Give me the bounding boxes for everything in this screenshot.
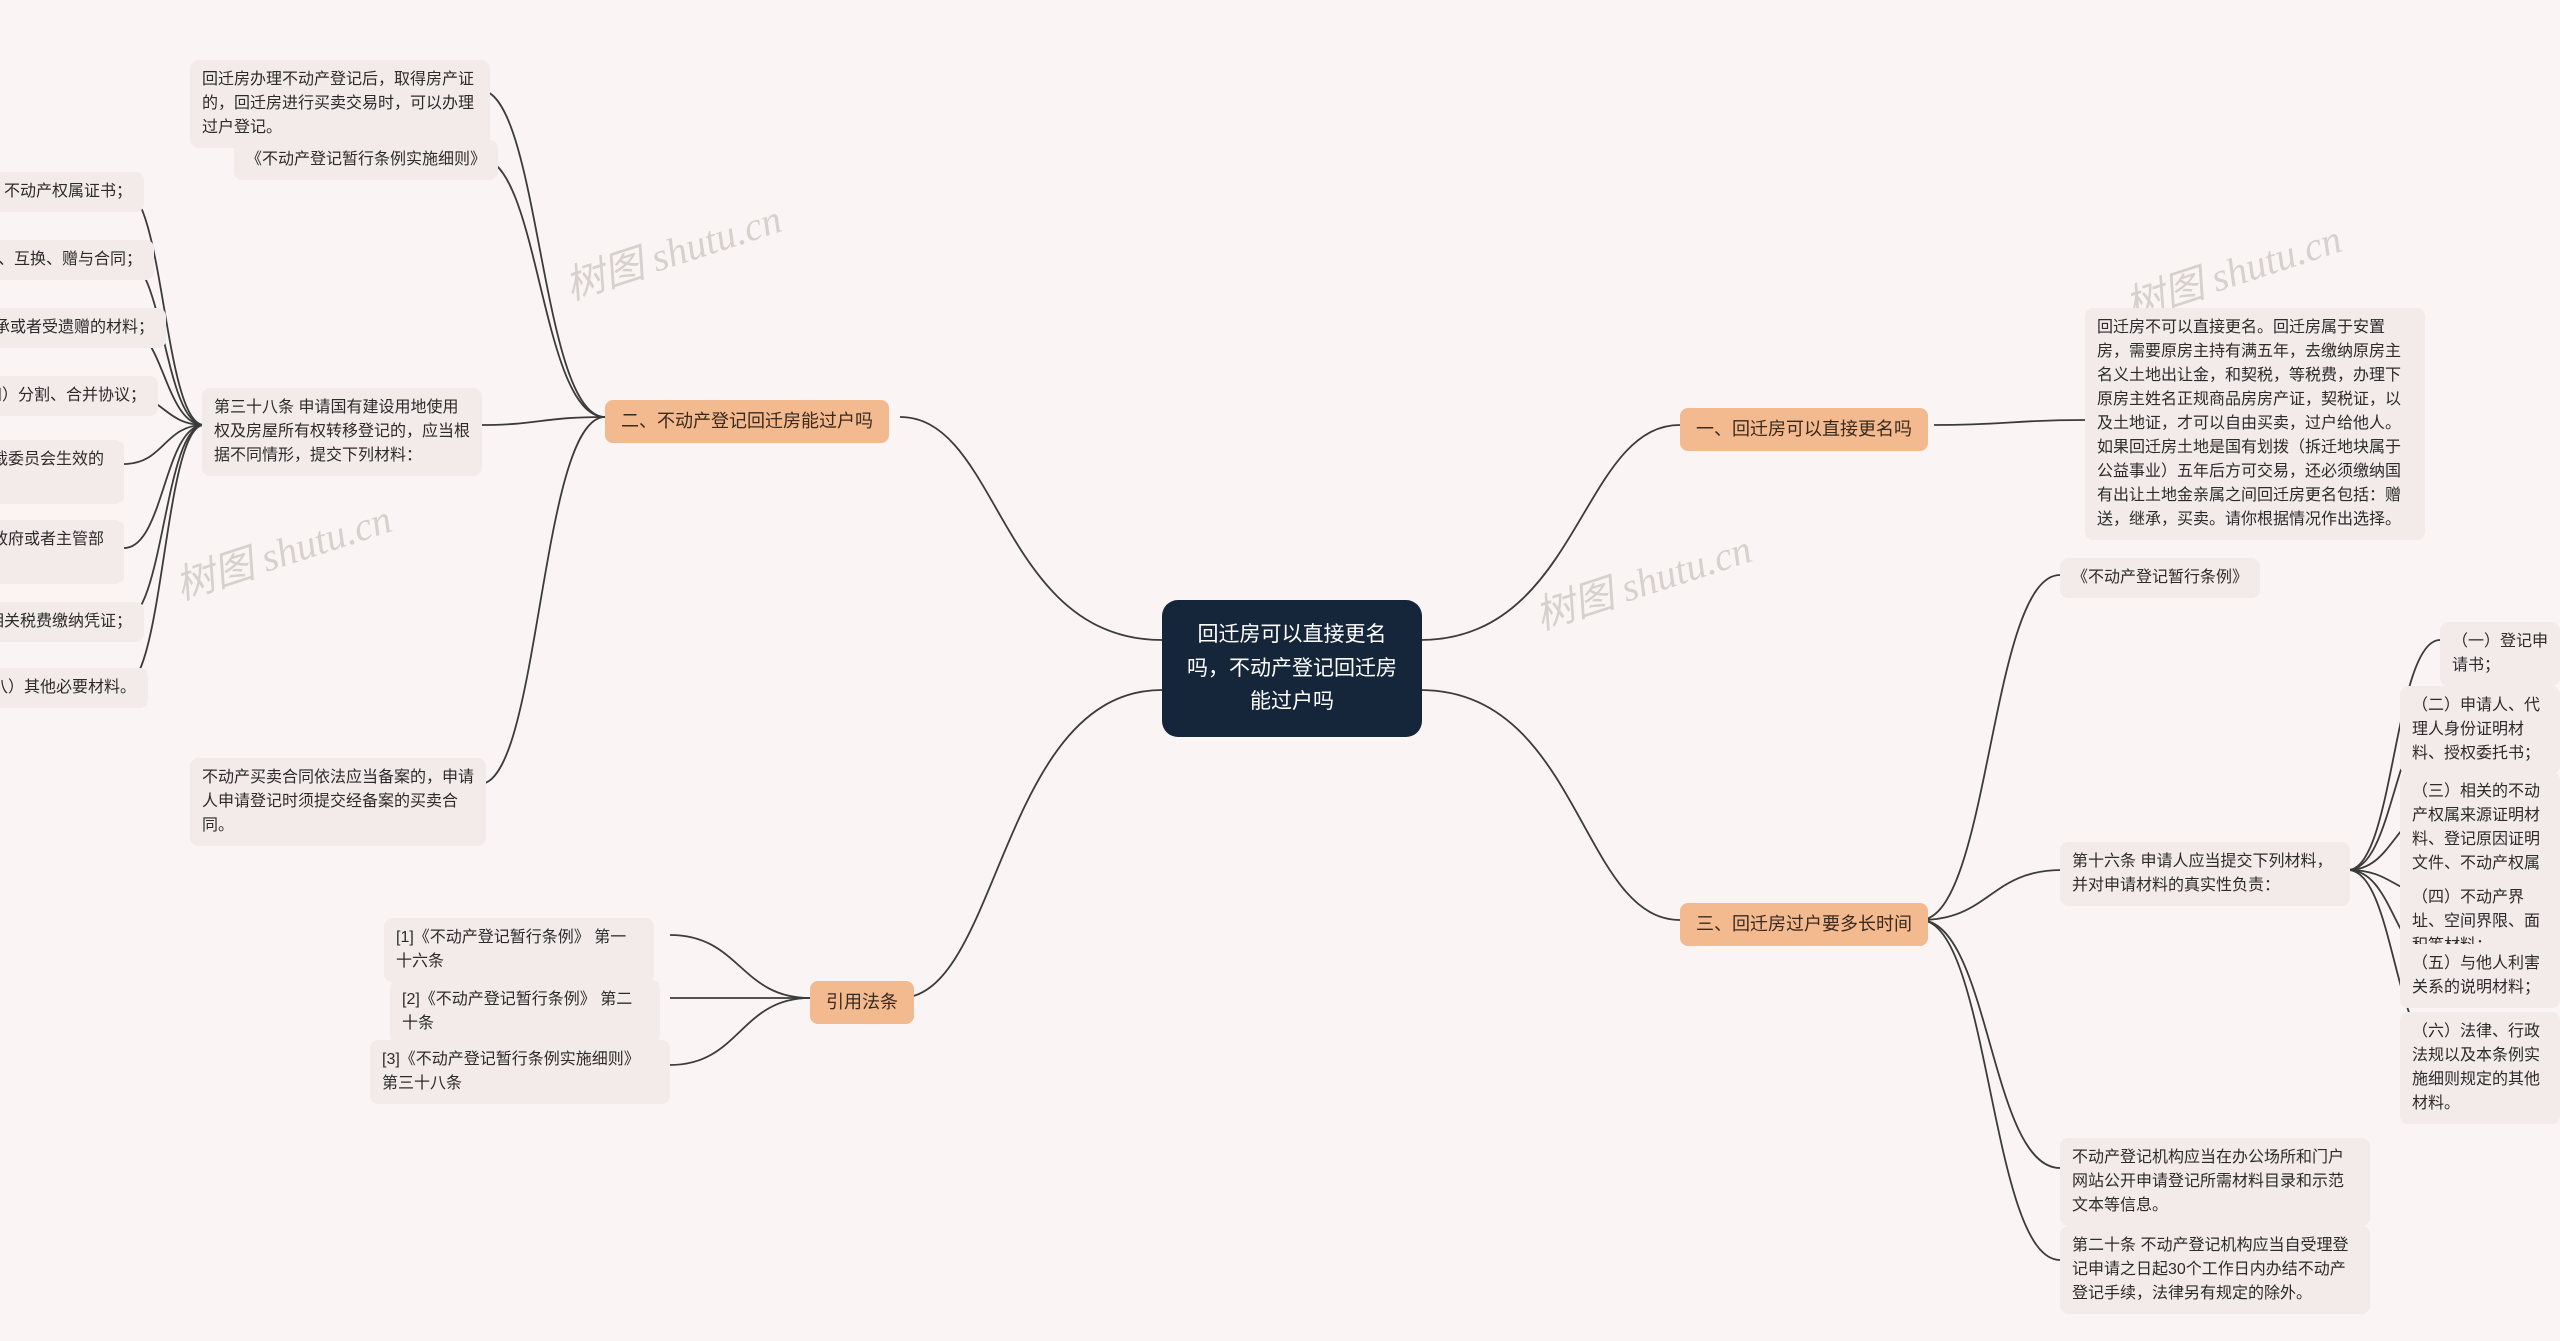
root-node[interactable]: 回迁房可以直接更名吗，不动产登记回迁房能过户吗	[1162, 600, 1422, 737]
b2-sub-7: （八）其他必要材料。	[0, 668, 148, 708]
b1-leaf-0: 回迁房不可以直接更名。回迁房属于安置房，需要原房主持有满五年，去缴纳原房主名义土…	[2085, 308, 2425, 540]
b2-sub-5: （六）有批准权的人民政府或者主管部门的批准文件；	[0, 520, 124, 584]
b2-sub-3: （四）分割、合并协议；	[0, 376, 158, 416]
watermark: 树图 shutu.cn	[1527, 517, 1758, 642]
b2-sub-0: （一）不动产权属证书；	[0, 172, 144, 212]
b4-leaf-1: [2]《不动产登记暂行条例》 第二十条	[390, 980, 660, 1044]
b2-sub-6: （七）相关税费缴纳凭证；	[0, 602, 144, 642]
b4-leaf-0: [1]《不动产登记暂行条例》 第一十六条	[384, 918, 654, 982]
watermark: 树图 shutu.cn	[167, 487, 398, 612]
b3-leaf-3: 第二十条 不动产登记机构应当自受理登记申请之日起30个工作日内办结不动产登记手续…	[2060, 1226, 2370, 1314]
b3-leaf-1: 第十六条 申请人应当提交下列材料，并对申请材料的真实性负责：	[2060, 842, 2350, 906]
branch-2[interactable]: 二、不动产登记回迁房能过户吗	[605, 400, 889, 443]
b2-leaf-2: 第三十八条 申请国有建设用地使用权及房屋所有权转移登记的，应当根据不同情形，提交…	[202, 388, 482, 476]
b3-leaf-0: 《不动产登记暂行条例》	[2060, 558, 2260, 598]
b3-sub-5: （六）法律、行政法规以及本条例实施细则规定的其他材料。	[2400, 1012, 2560, 1124]
b2-leaf-0: 回迁房办理不动产登记后，取得房产证的，回迁房进行买卖交易时，可以办理过户登记。	[190, 60, 490, 148]
b2-leaf-3: 不动产买卖合同依法应当备案的，申请人申请登记时须提交经备案的买卖合同。	[190, 758, 486, 846]
b2-leaf-1: 《不动产登记暂行条例实施细则》	[234, 140, 498, 180]
b4-leaf-2: [3]《不动产登记暂行条例实施细则》 第三十八条	[370, 1040, 670, 1104]
b3-leaf-2: 不动产登记机构应当在办公场所和门户网站公开申请登记所需材料目录和示范文本等信息。	[2060, 1138, 2370, 1226]
b3-sub-0: （一）登记申请书；	[2440, 622, 2560, 686]
b2-sub-4: （五）人民法院或者仲裁委员会生效的法律文书；	[0, 440, 124, 504]
branch-1[interactable]: 一、回迁房可以直接更名吗	[1680, 408, 1928, 451]
b2-sub-1: （二）买卖、互换、赠与合同；	[0, 240, 154, 280]
branch-4[interactable]: 引用法条	[810, 981, 914, 1024]
b3-sub-4: （五）与他人利害关系的说明材料；	[2400, 944, 2560, 1008]
b2-sub-2: （三）继承或者受遗赠的材料；	[0, 308, 166, 348]
branch-3[interactable]: 三、回迁房过户要多长时间	[1680, 903, 1928, 946]
b3-sub-1: （二）申请人、代理人身份证明材料、授权委托书；	[2400, 686, 2560, 774]
watermark: 树图 shutu.cn	[557, 187, 788, 312]
